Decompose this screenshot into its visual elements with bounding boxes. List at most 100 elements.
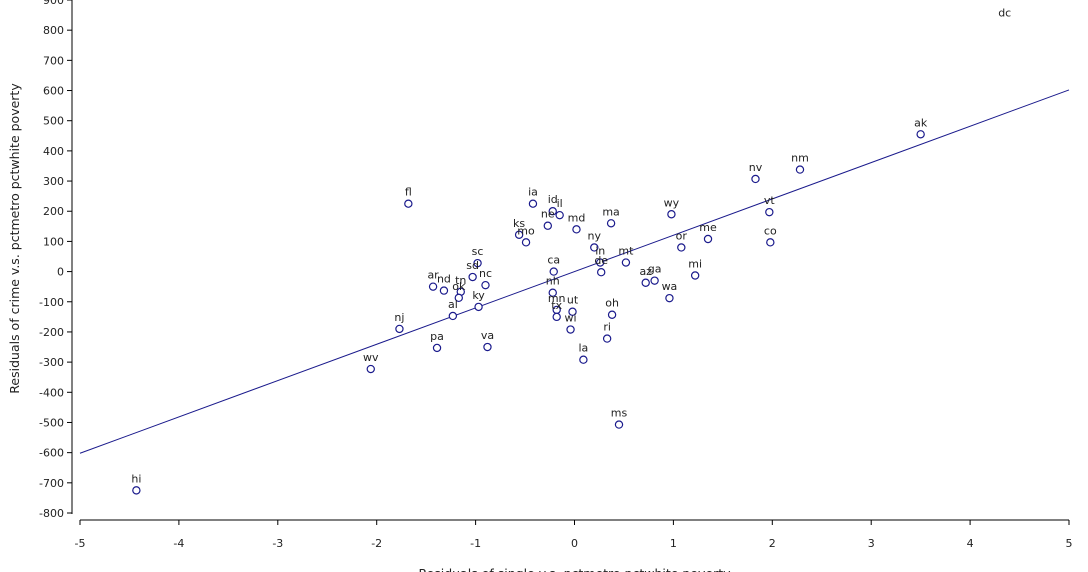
y-tick-label: -800 [39, 507, 64, 520]
data-point-co [766, 238, 775, 247]
point-label-ks: ks [513, 217, 525, 230]
y-tick-label: -400 [39, 386, 64, 399]
x-tick-label: 1 [670, 537, 677, 550]
point-label-wy: wy [664, 196, 680, 209]
point-label-mo: mo [517, 224, 535, 237]
x-tick-label: 5 [1066, 537, 1073, 550]
point-label-vt: vt [764, 194, 776, 207]
point-label-mn: mn [548, 292, 566, 305]
data-point-wi [566, 325, 575, 334]
point-label-or: or [676, 229, 688, 242]
point-label-me: me [699, 221, 717, 234]
data-point-md [572, 225, 581, 234]
data-point-in [596, 258, 605, 267]
data-point-la [579, 355, 588, 364]
data-point-de [597, 267, 606, 277]
data-point-sd [468, 272, 477, 282]
point-label-tn: tn [455, 274, 466, 287]
y-tick-label: -600 [39, 447, 64, 460]
data-point-mi [690, 271, 700, 280]
data-point-ok [454, 293, 463, 303]
data-point-ia [528, 199, 538, 208]
data-point-id [548, 207, 557, 216]
point-label-dc: dc [998, 6, 1011, 19]
data-point-ny [590, 243, 599, 252]
point-label-la: la [579, 342, 589, 355]
y-tick-label: 200 [43, 205, 64, 218]
point-label-wa: wa [662, 280, 678, 293]
y-tick-label: 800 [43, 24, 64, 37]
point-label-tx: tx [551, 299, 562, 312]
y-tick-label: -700 [39, 477, 64, 490]
point-label-ny: ny [588, 229, 602, 242]
data-point-nc [481, 280, 490, 290]
point-label-nc: nc [479, 267, 492, 280]
y-tick-label: -500 [39, 416, 64, 429]
y-tick-label: -100 [39, 296, 64, 309]
point-label-nh: nh [546, 275, 560, 288]
y-tick-label: 500 [43, 115, 64, 128]
point-label-mt: mt [618, 245, 634, 258]
data-point-me [703, 234, 713, 244]
point-label-ar: ar [427, 269, 439, 282]
point-label-ia: ia [528, 186, 538, 199]
data-point-ks [514, 230, 524, 239]
data-point-wa [665, 293, 674, 303]
point-label-nv: nv [749, 161, 763, 174]
point-label-nd: nd [437, 273, 451, 286]
point-label-sd: sd [466, 259, 479, 272]
point-label-id: id [548, 193, 558, 206]
point-label-ms: ms [611, 407, 628, 420]
data-point-nm [795, 165, 805, 174]
data-point-nd [439, 286, 449, 295]
data-point-hi [132, 486, 141, 495]
point-label-in: in [595, 245, 605, 258]
point-label-pa: pa [430, 330, 444, 343]
point-label-ne: ne [541, 208, 555, 221]
point-label-va: va [481, 329, 494, 342]
data-point-nv [751, 174, 760, 184]
point-label-mi: mi [688, 258, 702, 271]
y-tick-label: -200 [39, 326, 64, 339]
point-label-il: il [557, 197, 563, 210]
data-point-nj [395, 324, 404, 334]
data-point-ky [474, 302, 483, 312]
y-tick-label: 600 [43, 85, 64, 98]
data-point-oh [607, 310, 617, 319]
x-tick-label: -2 [371, 537, 382, 550]
y-tick-label: 300 [43, 175, 64, 188]
point-label-ok: ok [452, 280, 466, 293]
data-point-sc [473, 258, 482, 268]
x-tick-label: 2 [769, 537, 776, 550]
point-label-fl: fl [405, 186, 412, 199]
point-label-ma: ma [602, 205, 619, 218]
data-point-pa [432, 343, 442, 353]
point-label-de: de [594, 254, 608, 267]
y-tick-label: 100 [43, 235, 64, 248]
x-tick-label: 4 [967, 537, 974, 550]
point-label-wi: wi [565, 312, 577, 325]
point-label-ri: ri [603, 321, 611, 334]
data-point-mt [621, 258, 631, 267]
data-point-ar [428, 282, 438, 291]
data-point-wv [366, 364, 375, 374]
point-label-oh: oh [605, 297, 619, 310]
data-point-va [483, 342, 492, 352]
data-point-ms [614, 420, 624, 429]
point-label-md: md [568, 211, 586, 224]
point-label-co: co [764, 224, 777, 237]
y-tick-label: 900 [43, 0, 64, 7]
point-label-al: al [448, 298, 458, 311]
data-point-wy [667, 210, 676, 219]
data-point-az [641, 278, 650, 287]
point-label-sc: sc [472, 245, 484, 258]
point-label-ga: ga [648, 263, 662, 276]
x-axis-title: Residuals of single v.s. pctmetro pctwhi… [418, 566, 731, 572]
point-label-az: az [639, 265, 652, 278]
point-label-hi: hi [131, 472, 141, 485]
point-label-ut: ut [567, 294, 579, 307]
x-tick-label: 3 [868, 537, 875, 550]
data-point-ak [916, 130, 925, 139]
data-point-vt [765, 207, 774, 217]
